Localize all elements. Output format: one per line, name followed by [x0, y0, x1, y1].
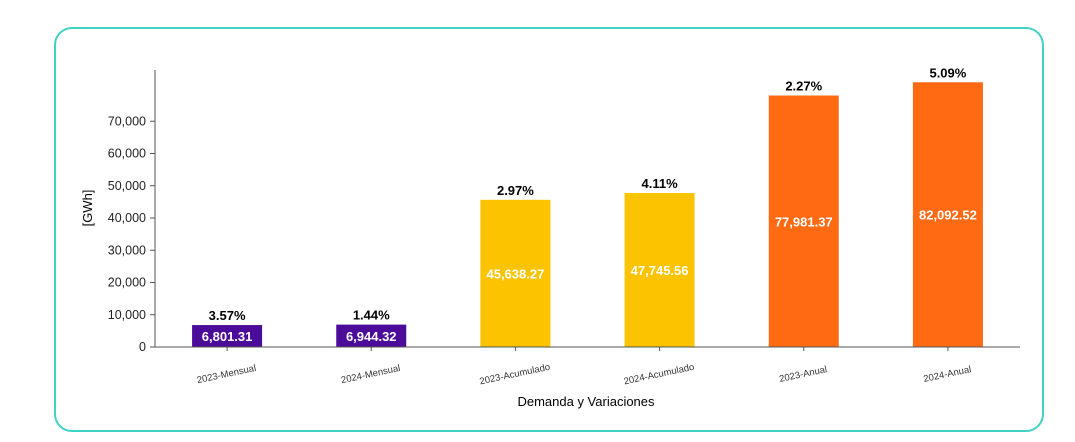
y-tick-label: 30,000 — [108, 243, 146, 257]
y-axis-label: [GWh] — [80, 190, 95, 227]
x-tick-label: 2024-Anual — [922, 364, 972, 385]
y-tick-label: 10,000 — [108, 308, 146, 322]
bar — [624, 193, 695, 347]
value-label: 82,092.52 — [919, 208, 977, 223]
x-tick-label: 2023-Mensual — [196, 363, 257, 386]
x-tick-label: 2023-Acumulado — [479, 362, 552, 388]
value-label: 6,801.31 — [202, 329, 253, 344]
y-tick-label: 50,000 — [108, 179, 146, 193]
y-axis: 0 10,000 20,000 30,000 40,000 50,000 60,000 70,… — [108, 70, 156, 354]
value-label: 47,745.56 — [631, 263, 689, 278]
value-label: 77,981.37 — [775, 214, 833, 229]
x-axis-label: Demanda y Variaciones — [517, 394, 655, 409]
bar — [912, 82, 983, 348]
y-tick-label: 70,000 — [108, 114, 146, 128]
x-axis: 2023-Mensual 2024-Mensual 2023-Acumulado 20… — [155, 346, 1020, 388]
value-label: 6,944.32 — [346, 329, 397, 344]
bar — [768, 95, 839, 348]
variation-label: 4.11% — [642, 176, 679, 191]
variation-label: 2.97% — [497, 183, 534, 198]
x-tick-label: 2023-Anual — [778, 364, 828, 385]
x-tick-label: 2024-Acumulado — [623, 362, 696, 388]
x-tick-label: 2024-Mensual — [340, 363, 401, 386]
value-label: 45,638.27 — [486, 266, 544, 281]
bar — [192, 325, 263, 347]
variation-label: 5.09% — [929, 65, 966, 80]
bar — [480, 199, 551, 347]
y-tick-label: 40,000 — [108, 211, 146, 225]
y-tick-label: 0 — [139, 340, 146, 354]
variation-label: 1.44% — [353, 308, 390, 323]
variation-label: 2.27% — [785, 79, 822, 94]
variation-label: 3.57% — [209, 308, 246, 323]
y-tick-label: 60,000 — [108, 147, 146, 161]
bars: 3.57% 6,801.31 1.44% 6,944.32 2.97% 45,638.27… — [192, 65, 983, 348]
bar — [336, 324, 407, 347]
y-tick-label: 20,000 — [108, 276, 146, 290]
